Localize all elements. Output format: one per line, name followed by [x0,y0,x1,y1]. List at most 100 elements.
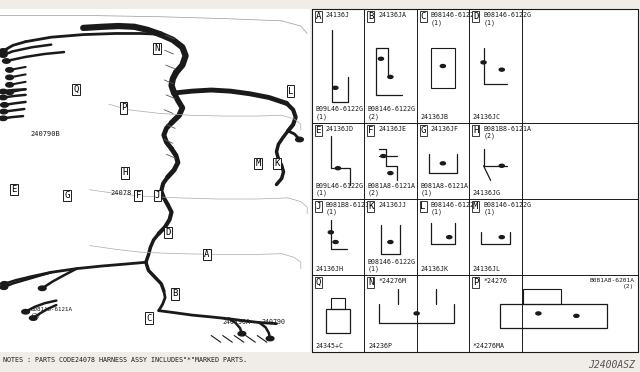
Text: 24136J: 24136J [326,12,349,18]
Circle shape [22,310,29,314]
Text: B09L46-6122G
(1): B09L46-6122G (1) [316,183,364,196]
Text: 24136JB: 24136JB [420,114,449,120]
Text: B081A8-6121A
(1): B081A8-6121A (1) [420,183,468,196]
Circle shape [388,171,393,174]
Text: B08146-6122G
(1): B08146-6122G (1) [431,202,479,215]
Bar [431,48,454,88]
Text: C: C [147,314,152,323]
Text: B08146-6122G
(1): B08146-6122G (1) [368,259,416,272]
Text: 24136JE: 24136JE [378,126,406,132]
Text: F: F [368,126,373,135]
Text: Q: Q [316,278,321,287]
Text: H: H [122,169,127,177]
Circle shape [0,109,8,114]
Text: 24136JH: 24136JH [316,266,344,272]
Text: J: J [155,191,160,200]
Text: 24136JG: 24136JG [473,190,501,196]
Text: 24136JA: 24136JA [378,12,406,18]
Text: B08146-6122G
(1): B08146-6122G (1) [483,12,531,26]
Circle shape [0,95,7,100]
Text: 24136JC: 24136JC [473,114,501,120]
Text: B09L46-6122G
(1): B09L46-6122G (1) [316,106,364,120]
Bar [331,298,345,308]
Circle shape [38,286,46,291]
Circle shape [536,312,541,315]
Text: F: F [136,191,141,200]
Text: 24078: 24078 [110,190,131,196]
Circle shape [6,75,13,80]
Circle shape [1,103,8,107]
Text: 240790B: 240790B [31,131,60,137]
Text: D: D [473,12,478,21]
Text: B081B8-6121A
(2): B081B8-6121A (2) [483,126,531,139]
Circle shape [381,154,386,157]
Circle shape [3,59,10,63]
Text: N: N [154,44,159,53]
Circle shape [0,53,7,57]
Text: 240790A: 240790A [223,319,251,325]
Text: J: J [316,202,321,211]
Text: *24276MA: *24276MA [473,343,505,349]
Circle shape [0,89,7,94]
Text: K: K [368,202,373,211]
Bar [326,308,349,333]
Circle shape [440,162,445,165]
Circle shape [6,68,13,72]
Text: *24276M: *24276M [378,278,406,284]
Text: A: A [204,250,209,259]
Circle shape [447,236,452,239]
Circle shape [481,61,486,64]
Text: B08146-6122G
(1): B08146-6122G (1) [431,12,479,26]
Circle shape [0,116,7,121]
Text: 24236P: 24236P [368,343,392,349]
Circle shape [238,331,246,336]
Text: L: L [420,202,426,211]
Circle shape [388,241,393,244]
Text: B: B [172,289,177,298]
Text: B081B8-6121A
(1): B081B8-6121A (1) [326,202,374,215]
Text: N: N [368,278,373,287]
Circle shape [6,90,13,94]
Text: K: K [275,159,280,168]
Text: B081A8-6121A
(2): B081A8-6121A (2) [31,307,73,318]
Text: B081A8-6201A
(2): B081A8-6201A (2) [589,278,634,289]
Text: P: P [121,103,126,112]
Text: G: G [65,191,70,200]
Text: L: L [288,87,293,96]
Circle shape [333,241,338,244]
Text: 24136JJ: 24136JJ [378,202,406,208]
Circle shape [296,137,303,142]
Circle shape [378,57,383,60]
Circle shape [499,164,504,167]
Text: 24136JF: 24136JF [431,126,459,132]
Circle shape [333,86,338,89]
Circle shape [499,68,504,71]
Text: 24136JK: 24136JK [420,266,449,272]
Bar [312,9,638,352]
Text: 240790: 240790 [261,319,285,325]
Circle shape [328,231,333,234]
Circle shape [440,64,445,67]
Circle shape [6,83,13,87]
Text: C: C [420,12,426,21]
Text: Q: Q [74,85,79,94]
Text: 24345+C: 24345+C [316,343,344,349]
Bar [500,304,607,328]
Circle shape [388,76,393,78]
Circle shape [499,236,504,239]
Text: D: D [166,228,171,237]
Text: B: B [368,12,373,21]
Circle shape [29,316,37,320]
Text: M: M [255,159,260,168]
Text: E: E [12,185,17,194]
Circle shape [414,312,419,315]
Bar [0,9,310,352]
Text: P: P [473,278,478,287]
Text: 24136JL: 24136JL [473,266,501,272]
Text: 24136JD: 24136JD [326,126,354,132]
Text: B08146-6122G
(1): B08146-6122G (1) [483,202,531,215]
Bar [523,289,561,304]
Circle shape [335,167,340,170]
Text: A: A [316,12,321,21]
Circle shape [574,314,579,317]
